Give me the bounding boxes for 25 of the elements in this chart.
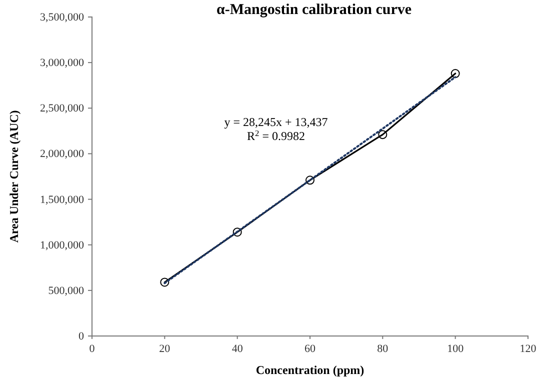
x-tick-label: 20 — [159, 342, 171, 355]
x-tick-label: 60 — [304, 342, 316, 355]
point — [160, 278, 170, 287]
y-tick-label: 500,000 — [48, 284, 84, 297]
x-tick-label: 40 — [232, 342, 244, 355]
x-tick-label: 0 — [89, 342, 96, 355]
x-tick-label: 120 — [520, 342, 537, 355]
y-tick-label: 1,000,000 — [40, 239, 84, 252]
point — [450, 69, 460, 78]
x-tick-label: 80 — [377, 342, 389, 355]
point — [306, 176, 314, 185]
chart-title: α-Mangostin calibration curve — [216, 2, 412, 18]
y-tick-label: 0 — [78, 330, 84, 343]
y-tick-label: 1,500,000 — [40, 194, 84, 206]
y-tick-label: 3,000,000 — [40, 57, 84, 70]
annotation: R$^{2}$ = 0.9982 — [247, 128, 305, 143]
x-axis-title: Concentration (ppm) — [256, 363, 364, 377]
y-axis-title: Area Under Curve (AUC) — [7, 110, 21, 243]
point — [378, 130, 388, 140]
point — [232, 228, 242, 237]
y-tick-label: 3,500,000 — [40, 12, 84, 24]
y-tick-label: 2,000,000 — [40, 148, 84, 160]
x-tick-label: 100 — [447, 342, 464, 355]
annotation: y = 28,245x + 13,437 — [224, 115, 328, 129]
y-tick-label: 2,500,000 — [40, 102, 84, 115]
